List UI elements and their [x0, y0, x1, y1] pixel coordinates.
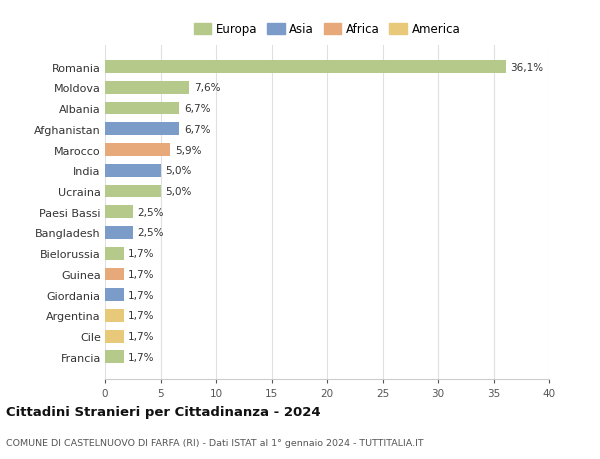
Text: 2,5%: 2,5%: [137, 207, 164, 217]
Text: 36,1%: 36,1%: [510, 62, 543, 73]
Bar: [105, 82, 190, 95]
Bar: [105, 144, 170, 157]
Bar: [105, 330, 124, 343]
Text: 1,7%: 1,7%: [128, 352, 155, 362]
Text: 5,9%: 5,9%: [175, 145, 202, 155]
Text: COMUNE DI CASTELNUOVO DI FARFA (RI) - Dati ISTAT al 1° gennaio 2024 - TUTTITALIA: COMUNE DI CASTELNUOVO DI FARFA (RI) - Da…: [6, 438, 424, 447]
Bar: [105, 227, 133, 240]
Bar: [105, 164, 161, 177]
Bar: [105, 351, 124, 364]
Text: Cittadini Stranieri per Cittadinanza - 2024: Cittadini Stranieri per Cittadinanza - 2…: [6, 405, 320, 419]
Bar: [105, 185, 161, 198]
Bar: [105, 247, 124, 260]
Bar: [105, 206, 133, 218]
Text: 7,6%: 7,6%: [194, 83, 220, 93]
Text: 5,0%: 5,0%: [165, 166, 191, 176]
Text: 6,7%: 6,7%: [184, 104, 211, 114]
Text: 1,7%: 1,7%: [128, 331, 155, 341]
Text: 1,7%: 1,7%: [128, 249, 155, 259]
Legend: Europa, Asia, Africa, America: Europa, Asia, Africa, America: [189, 18, 465, 41]
Text: 6,7%: 6,7%: [184, 124, 211, 134]
Text: 5,0%: 5,0%: [165, 187, 191, 196]
Text: 1,7%: 1,7%: [128, 269, 155, 280]
Bar: [105, 268, 124, 281]
Bar: [105, 123, 179, 136]
Text: 1,7%: 1,7%: [128, 290, 155, 300]
Bar: [105, 61, 506, 74]
Bar: [105, 102, 179, 115]
Bar: [105, 309, 124, 322]
Text: 2,5%: 2,5%: [137, 228, 164, 238]
Text: 1,7%: 1,7%: [128, 311, 155, 321]
Bar: [105, 289, 124, 302]
